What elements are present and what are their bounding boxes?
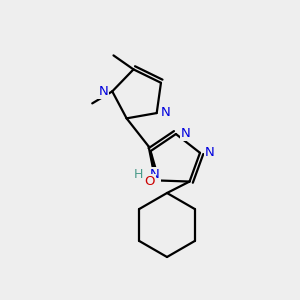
Text: H: H [134, 168, 143, 181]
Text: N: N [181, 127, 191, 140]
Text: N: N [98, 85, 108, 98]
Text: O: O [145, 175, 155, 188]
Text: N: N [150, 168, 160, 181]
Text: N: N [161, 106, 171, 118]
Text: N: N [205, 146, 215, 159]
